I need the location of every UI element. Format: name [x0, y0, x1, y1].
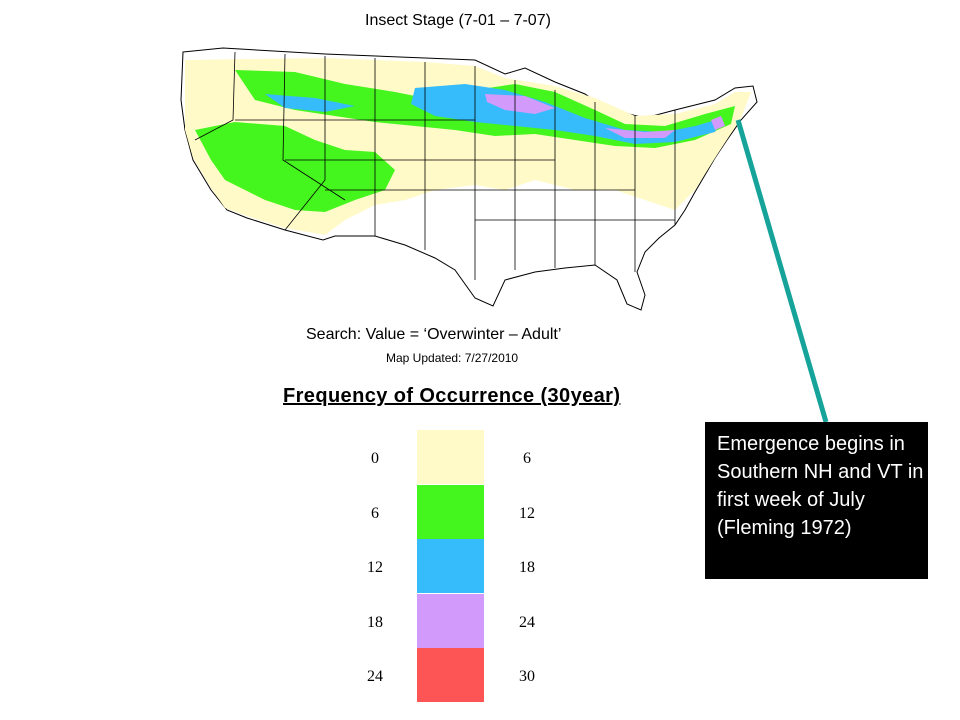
- legend-low-2: 12: [367, 559, 383, 576]
- zone-18-24-b: [605, 128, 675, 138]
- legend-low-1: 6: [371, 505, 379, 522]
- callout-box: Emergence begins in Southern NH and VT i…: [705, 422, 928, 579]
- zone-6-12-west: [195, 122, 395, 212]
- legend-low-0: 0: [371, 450, 379, 467]
- legend-high-3: 24: [519, 614, 535, 631]
- legend-swatch-18-24: [417, 594, 484, 648]
- map-title: Insect Stage (7-01 – 7-07): [365, 12, 551, 29]
- legend-high-2: 18: [519, 559, 535, 576]
- legend-low-4: 24: [367, 668, 383, 685]
- search-label: Search: Value = ‘Overwinter – Adult’: [306, 326, 562, 343]
- legend-swatch-24-30: [417, 648, 484, 702]
- legend-high-1: 12: [519, 505, 535, 522]
- map-updated-date: Map Updated: 7/27/2010: [386, 351, 519, 365]
- zone-18-24: [485, 94, 555, 114]
- legend-low-3: 18: [367, 614, 383, 631]
- legend-swatch-6-12: [417, 485, 484, 539]
- legend-swatch-0-6: [417, 430, 484, 484]
- us-map: [180, 47, 758, 311]
- legend-high-4: 30: [519, 668, 535, 685]
- zone-12-18-b: [265, 94, 355, 112]
- legend-swatch-12-18: [417, 539, 484, 593]
- zone-18-24-c: [711, 116, 725, 130]
- state-borders: [194, 51, 676, 280]
- legend-high-0: 6: [523, 450, 531, 467]
- legend-title: Frequency of Occurrence (30year): [283, 385, 621, 407]
